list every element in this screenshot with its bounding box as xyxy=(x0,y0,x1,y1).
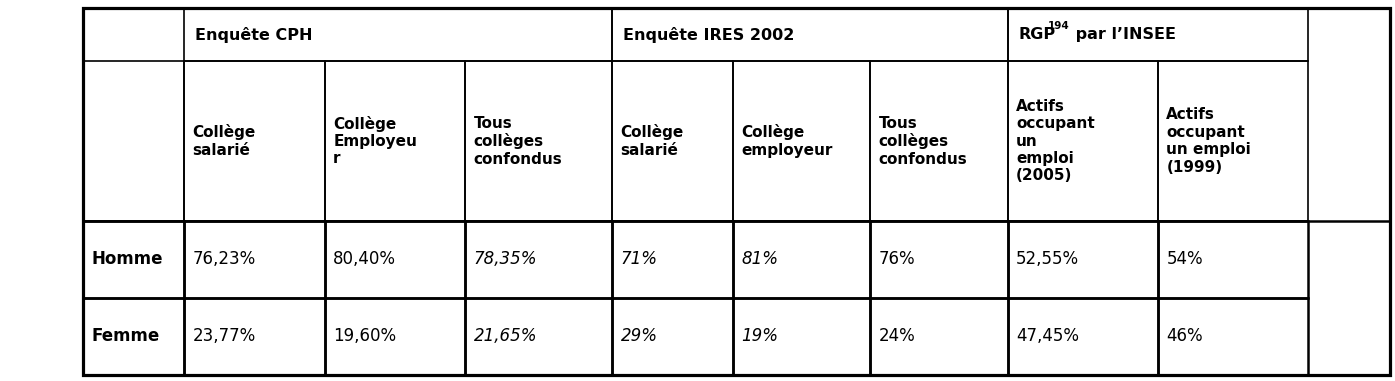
Bar xyxy=(1158,221,1309,298)
Text: 21,65%: 21,65% xyxy=(474,327,537,346)
Bar xyxy=(466,298,612,375)
Bar xyxy=(870,221,1007,298)
Bar xyxy=(612,8,1007,61)
Text: 71%: 71% xyxy=(621,250,657,268)
Text: Femme: Femme xyxy=(91,327,159,346)
Text: Enquête CPH: Enquête CPH xyxy=(195,27,312,43)
Bar xyxy=(325,298,466,375)
Bar xyxy=(466,221,612,298)
Text: 78,35%: 78,35% xyxy=(474,250,537,268)
Text: 52,55%: 52,55% xyxy=(1016,250,1080,268)
Bar xyxy=(325,61,466,221)
Bar xyxy=(1158,298,1309,375)
Text: 23,77%: 23,77% xyxy=(193,327,255,346)
Text: 46%: 46% xyxy=(1166,327,1202,346)
Text: 24%: 24% xyxy=(879,327,915,346)
Text: Enquête IRES 2002: Enquête IRES 2002 xyxy=(624,27,795,43)
Text: Collège
employeur: Collège employeur xyxy=(742,124,833,158)
Text: Collège
salarié: Collège salarié xyxy=(621,124,684,158)
Text: RGP: RGP xyxy=(1018,27,1056,42)
Text: 194: 194 xyxy=(1048,21,1070,31)
Bar xyxy=(612,61,734,221)
Text: par l’INSEE: par l’INSEE xyxy=(1070,27,1176,42)
Bar xyxy=(870,298,1007,375)
Bar xyxy=(1158,61,1309,221)
Bar xyxy=(184,61,325,221)
Bar xyxy=(612,298,734,375)
Bar xyxy=(1007,298,1158,375)
Bar xyxy=(734,61,870,221)
Bar xyxy=(870,61,1007,221)
Bar xyxy=(612,221,734,298)
Bar xyxy=(466,61,612,221)
Bar xyxy=(1007,8,1309,61)
Bar xyxy=(184,298,325,375)
Bar xyxy=(734,298,870,375)
Bar xyxy=(325,221,466,298)
Bar xyxy=(1007,221,1158,298)
Text: 80,40%: 80,40% xyxy=(333,250,396,268)
Bar xyxy=(184,8,612,61)
Text: 76,23%: 76,23% xyxy=(193,250,255,268)
Bar xyxy=(82,298,184,375)
Text: 54%: 54% xyxy=(1166,250,1202,268)
Text: 47,45%: 47,45% xyxy=(1016,327,1080,346)
Text: Actifs
occupant
un emploi
(1999): Actifs occupant un emploi (1999) xyxy=(1166,107,1251,174)
Bar xyxy=(734,221,870,298)
Text: Collège
salarié: Collège salarié xyxy=(193,124,255,158)
Text: 29%: 29% xyxy=(621,327,657,346)
Text: Tous
collèges
confondus: Tous collèges confondus xyxy=(474,115,562,166)
Text: Collège
Employeu
r: Collège Employeu r xyxy=(333,116,417,166)
Text: Homme: Homme xyxy=(91,250,163,268)
Bar xyxy=(184,221,325,298)
Text: 19%: 19% xyxy=(742,327,778,346)
Text: 81%: 81% xyxy=(742,250,778,268)
Text: 19,60%: 19,60% xyxy=(333,327,396,346)
Text: Actifs
occupant
un
emploi
(2005): Actifs occupant un emploi (2005) xyxy=(1016,99,1095,183)
Bar xyxy=(1007,61,1158,221)
Text: 76%: 76% xyxy=(879,250,915,268)
Bar xyxy=(82,221,184,298)
Bar xyxy=(82,61,184,221)
Text: Tous
collèges
confondus: Tous collèges confondus xyxy=(879,115,968,166)
